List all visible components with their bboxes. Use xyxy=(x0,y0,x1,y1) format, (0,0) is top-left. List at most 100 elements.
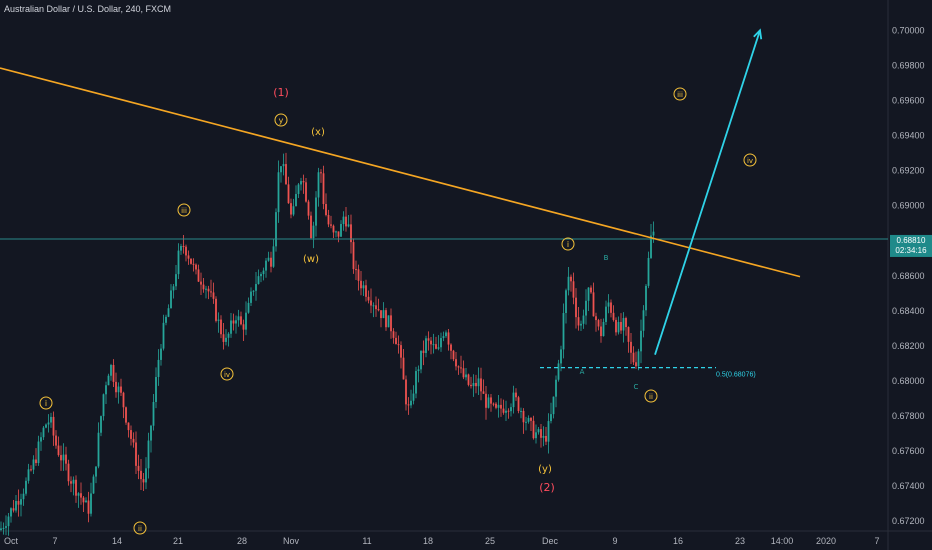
wave-labels: (1) (2) (x) (w) (y) y iii iv i ii i xyxy=(39,86,757,535)
candle-body xyxy=(32,459,35,470)
candle-body xyxy=(462,368,465,378)
resistance-trendline[interactable] xyxy=(0,67,801,278)
fib-level-label: 0.5(0.68076) xyxy=(716,372,756,379)
candle-body xyxy=(112,364,115,382)
candle-body xyxy=(565,290,567,314)
candle-body xyxy=(257,276,260,285)
time-tick-label: 14:00 xyxy=(771,536,794,546)
candle-body xyxy=(290,203,292,215)
candle-body xyxy=(152,402,155,426)
time-axis[interactable]: Oct 7 14 21 28 Nov 11 18 25 Dec 9 16 23 14:00 2020 7 xyxy=(4,536,880,546)
time-tick-label: 18 xyxy=(423,536,433,546)
candle-body xyxy=(45,424,47,428)
candle-body xyxy=(325,204,327,216)
candle-body xyxy=(332,225,335,233)
candle-body xyxy=(512,392,515,408)
candle-body xyxy=(135,442,137,466)
candle-body xyxy=(57,445,60,456)
candle-body xyxy=(220,319,222,335)
candle-body xyxy=(205,288,207,290)
svg-text:iii: iii xyxy=(181,207,187,215)
candle-body xyxy=(585,300,587,316)
candle-body xyxy=(572,281,575,298)
wave-w-label: (w) xyxy=(303,254,319,265)
candle-body xyxy=(275,212,277,247)
candle-body xyxy=(422,350,425,353)
wave-1-label: (1) xyxy=(273,86,289,99)
candle-body xyxy=(467,374,470,385)
projection-arrow[interactable] xyxy=(654,28,763,355)
price-tick-label: 0.68600 xyxy=(892,271,925,281)
time-tick-label: 21 xyxy=(173,536,183,546)
candle-body xyxy=(340,224,342,237)
candle-body xyxy=(395,337,397,345)
candle-body xyxy=(645,285,647,311)
candle-body xyxy=(365,285,367,297)
candle-body xyxy=(430,340,432,345)
price-axis[interactable]: 0.70000 0.69800 0.69600 0.69400 0.69200 0.690… xyxy=(892,25,925,526)
candle-body xyxy=(165,316,167,323)
candle-body xyxy=(225,337,227,342)
candle-body xyxy=(402,357,405,380)
candle-body xyxy=(475,382,477,387)
candle-body xyxy=(0,528,2,530)
candle-body xyxy=(285,164,287,185)
candle-body xyxy=(425,338,427,353)
candle-body xyxy=(382,310,385,319)
price-tick-label: 0.70000 xyxy=(892,25,925,35)
candle-body xyxy=(120,386,122,393)
candle-body xyxy=(237,316,240,321)
circle-i-right-label: i xyxy=(561,237,575,251)
candle-body xyxy=(30,469,32,471)
candle-body xyxy=(2,527,5,529)
candle-body xyxy=(210,291,212,293)
candle-body xyxy=(5,526,7,528)
candle-body xyxy=(500,404,502,409)
candle-body xyxy=(650,235,652,258)
candle-body xyxy=(55,435,57,446)
candle-body xyxy=(75,479,77,496)
candle-body xyxy=(617,321,620,333)
price-tick-label: 0.68200 xyxy=(892,341,925,351)
candle-body xyxy=(350,224,352,243)
candle-body xyxy=(157,359,160,378)
candle-body xyxy=(622,318,625,331)
candle-body xyxy=(570,276,572,282)
candle-body xyxy=(600,326,602,337)
candles-layer xyxy=(0,152,655,536)
candle-body xyxy=(377,309,380,311)
candle-body xyxy=(25,480,27,494)
price-tick-label: 0.69200 xyxy=(892,166,925,176)
candle-body xyxy=(410,400,412,406)
candle-body xyxy=(632,352,635,363)
svg-text:y: y xyxy=(279,116,284,125)
price-tick-label: 0.67200 xyxy=(892,516,925,526)
candle-body xyxy=(520,410,522,412)
candle-body xyxy=(22,493,25,500)
candle-body xyxy=(552,396,555,415)
candle-body xyxy=(170,290,172,309)
time-tick-label: 14 xyxy=(112,536,122,546)
candle-body xyxy=(192,263,195,265)
candle-body xyxy=(137,465,140,471)
candle-body xyxy=(235,320,237,324)
svg-text:i: i xyxy=(45,399,47,408)
price-tick-label: 0.68400 xyxy=(892,306,925,316)
circle-iv-right-label: iv xyxy=(743,153,757,167)
candle-body xyxy=(47,422,50,425)
candle-body xyxy=(77,493,80,496)
candle-body xyxy=(302,181,305,183)
candle-body xyxy=(540,429,542,438)
svg-text:ii: ii xyxy=(649,393,653,401)
wave-A-label: A xyxy=(580,368,585,376)
candle-body xyxy=(455,359,457,367)
candle-body xyxy=(595,316,597,321)
price-tick-label: 0.69600 xyxy=(892,95,925,105)
candle-body xyxy=(277,172,280,213)
candle-body xyxy=(175,274,177,287)
candle-body xyxy=(575,297,577,318)
candle-body xyxy=(147,440,150,469)
candle-body xyxy=(392,331,395,338)
price-tick-label: 0.69000 xyxy=(892,201,925,211)
